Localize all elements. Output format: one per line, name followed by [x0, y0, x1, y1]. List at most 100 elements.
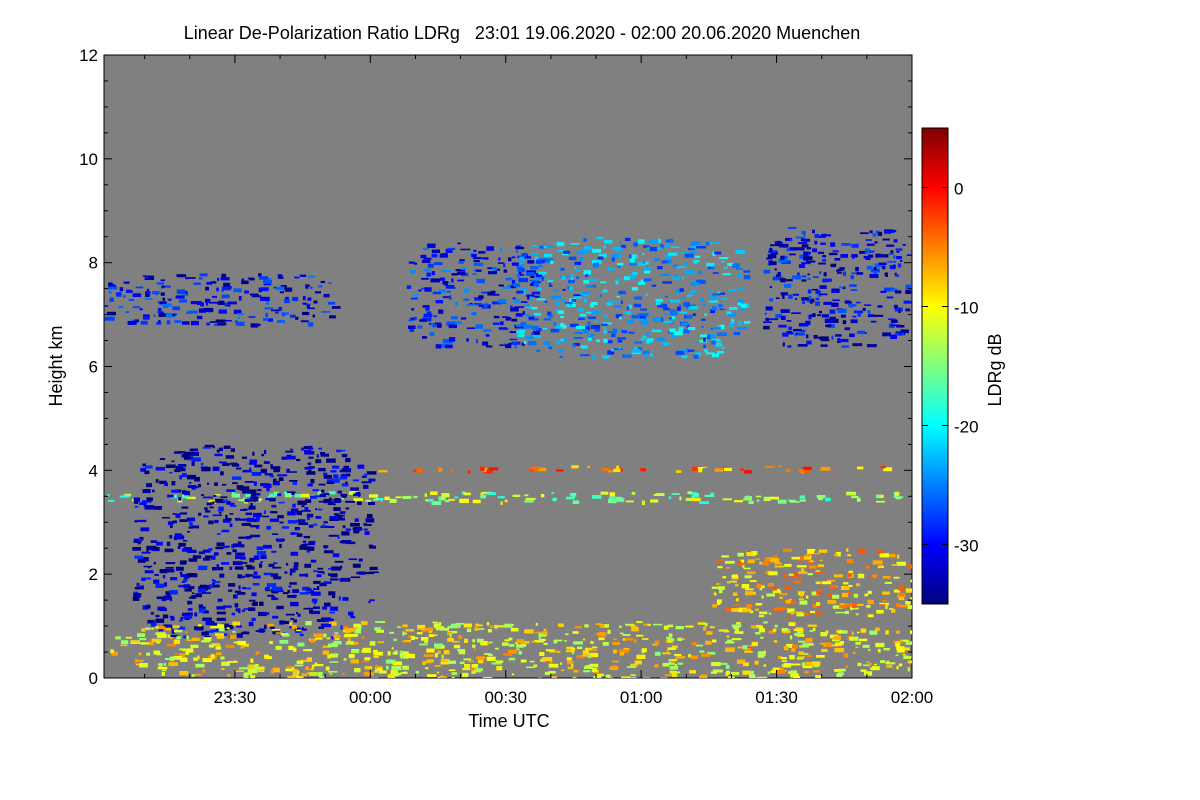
- feature-pixel: [141, 551, 151, 554]
- feature-pixel: [329, 661, 339, 663]
- feature-pixel: [317, 672, 323, 677]
- feature-pixel: [357, 464, 365, 469]
- feature-pixel: [188, 526, 193, 529]
- feature-pixel: [528, 315, 535, 319]
- feature-pixel: [676, 306, 681, 311]
- feature-pixel: [745, 645, 756, 647]
- feature-pixel: [832, 250, 839, 253]
- feature-pixel: [169, 590, 178, 595]
- feature-pixel: [209, 301, 219, 304]
- feature-pixel: [297, 500, 307, 505]
- feature-pixel: [872, 233, 877, 237]
- feature-pixel: [159, 301, 167, 305]
- feature-pixel: [189, 521, 192, 526]
- feature-pixel: [277, 493, 282, 497]
- feature-pixel: [886, 244, 895, 247]
- feature-pixel: [819, 642, 829, 645]
- feature-pixel: [744, 575, 752, 579]
- feature-pixel: [502, 642, 509, 646]
- feature-pixel: [570, 493, 577, 497]
- feature-pixel: [712, 353, 719, 358]
- feature-pixel: [168, 464, 171, 468]
- feature-pixel: [158, 307, 162, 312]
- feature-pixel: [583, 280, 590, 284]
- feature-pixel: [306, 649, 313, 652]
- feature-pixel: [781, 660, 788, 662]
- colorbar-tick-label: -20: [954, 418, 979, 437]
- feature-pixel: [808, 315, 812, 320]
- feature-pixel: [250, 493, 256, 497]
- feature-pixel: [182, 494, 189, 499]
- feature-pixel: [615, 314, 623, 319]
- feature-pixel: [164, 482, 168, 487]
- feature-pixel: [484, 469, 493, 474]
- feature-pixel: [844, 603, 853, 607]
- feature-pixel: [495, 647, 499, 650]
- x-tick-label: 01:00: [620, 688, 663, 707]
- feature-pixel: [560, 316, 564, 319]
- feature-pixel: [165, 464, 176, 468]
- feature-pixel: [223, 445, 231, 449]
- feature-pixel: [755, 495, 762, 498]
- feature-pixel: [475, 269, 482, 272]
- feature-pixel: [342, 672, 345, 675]
- feature-pixel: [296, 510, 302, 516]
- feature-pixel: [620, 632, 624, 635]
- feature-pixel: [310, 479, 315, 484]
- feature-pixel: [883, 254, 886, 258]
- feature-pixel: [821, 233, 827, 237]
- feature-pixel: [369, 566, 378, 571]
- feature-pixel: [134, 505, 139, 508]
- feature-pixel: [834, 647, 845, 653]
- feature-pixel: [803, 256, 813, 261]
- feature-pixel: [708, 333, 716, 339]
- feature-pixel: [571, 663, 574, 667]
- feature-pixel: [784, 586, 791, 590]
- feature-pixel: [664, 674, 673, 677]
- feature-pixel: [430, 491, 438, 495]
- feature-pixel: [242, 469, 252, 473]
- y-tick-label: 6: [89, 358, 98, 377]
- feature-pixel: [551, 296, 561, 300]
- feature-pixel: [255, 516, 260, 521]
- feature-pixel: [423, 313, 433, 317]
- feature-pixel: [726, 581, 731, 584]
- feature-pixel: [895, 248, 903, 251]
- feature-pixel: [253, 518, 257, 523]
- feature-pixel: [629, 625, 637, 627]
- feature-pixel: [417, 325, 423, 329]
- feature-pixel: [857, 466, 864, 470]
- feature-pixel: [608, 300, 617, 303]
- feature-pixel: [393, 638, 397, 642]
- feature-pixel: [833, 574, 843, 578]
- feature-pixel: [237, 640, 246, 646]
- feature-pixel: [710, 309, 715, 314]
- feature-pixel: [150, 622, 157, 627]
- feature-pixel: [241, 456, 248, 459]
- feature-pixel: [793, 293, 800, 296]
- feature-pixel: [407, 325, 416, 329]
- feature-pixel: [819, 285, 827, 289]
- feature-pixel: [331, 566, 342, 571]
- feature-pixel: [155, 632, 159, 635]
- feature-pixel: [231, 476, 242, 480]
- feature-pixel: [293, 647, 297, 652]
- feature-pixel: [640, 338, 644, 341]
- feature-pixel: [369, 599, 375, 602]
- colorbar-tick-label: 0: [954, 180, 963, 199]
- feature-pixel: [544, 671, 550, 675]
- feature-pixel: [216, 634, 225, 639]
- feature-pixel: [148, 566, 151, 569]
- feature-pixel: [612, 246, 621, 250]
- feature-pixel: [744, 496, 752, 501]
- feature-pixel: [795, 247, 805, 251]
- feature-pixel: [156, 282, 165, 285]
- feature-pixel: [762, 561, 769, 566]
- feature-pixel: [551, 492, 554, 495]
- feature-pixel: [801, 662, 805, 666]
- feature-pixel: [769, 286, 773, 288]
- feature-pixel: [282, 313, 286, 317]
- feature-pixel: [808, 295, 812, 299]
- feature-pixel: [287, 594, 297, 598]
- feature-pixel: [907, 667, 910, 672]
